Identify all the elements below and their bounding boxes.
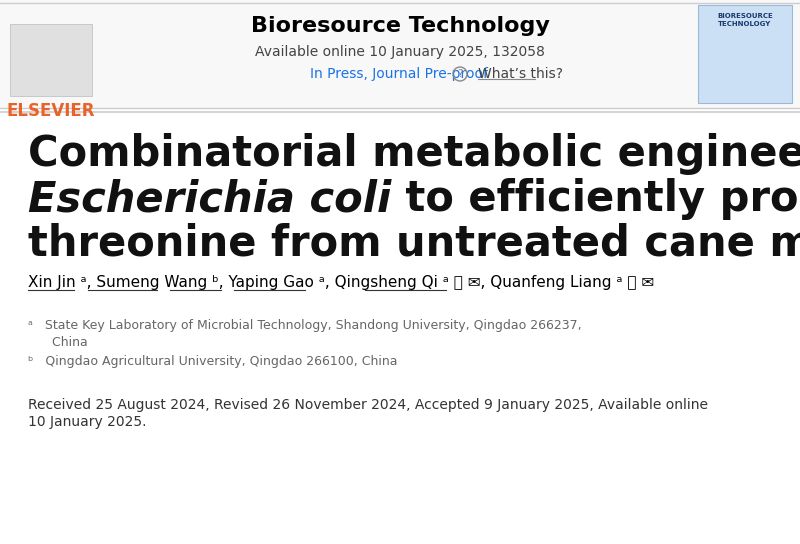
Text: ᵃ   State Key Laboratory of Microbial Technology, Shandong University, Qingdao 2: ᵃ State Key Laboratory of Microbial Tech… bbox=[28, 318, 582, 331]
Text: What’s this?: What’s this? bbox=[478, 67, 563, 81]
Text: ELSEVIER: ELSEVIER bbox=[6, 102, 95, 120]
Text: Escherichia coli: Escherichia coli bbox=[28, 178, 391, 220]
Text: to efficiently produce L-: to efficiently produce L- bbox=[391, 178, 800, 220]
Text: BIORESOURCE
TECHNOLOGY: BIORESOURCE TECHNOLOGY bbox=[717, 13, 773, 27]
Text: Xin Jin ᵃ, Sumeng Wang ᵇ, Yaping Gao ᵃ, Qingsheng Qi ᵃ 👤 ✉, Quanfeng Liang ᵃ 👤 ✉: Xin Jin ᵃ, Sumeng Wang ᵇ, Yaping Gao ᵃ, … bbox=[28, 275, 654, 290]
Bar bbox=[698, 5, 792, 103]
Text: Combinatorial metabolic engineering of: Combinatorial metabolic engineering of bbox=[28, 133, 800, 175]
Text: China: China bbox=[28, 336, 88, 349]
Text: Available online 10 January 2025, 132058: Available online 10 January 2025, 132058 bbox=[255, 45, 545, 59]
Text: In Press, Journal Pre-proof: In Press, Journal Pre-proof bbox=[310, 67, 488, 81]
Bar bbox=[0, 0, 800, 108]
Text: Bioresource Technology: Bioresource Technology bbox=[250, 16, 550, 36]
Bar bbox=[10, 24, 92, 96]
Text: 10 January 2025.: 10 January 2025. bbox=[28, 415, 146, 429]
Text: ᵇ   Qingdao Agricultural University, Qingdao 266100, China: ᵇ Qingdao Agricultural University, Qingd… bbox=[28, 355, 398, 368]
Text: ?: ? bbox=[458, 69, 462, 79]
Text: Received 25 August 2024, Revised 26 November 2024, Accepted 9 January 2025, Avai: Received 25 August 2024, Revised 26 Nove… bbox=[28, 398, 708, 412]
Text: threonine from untreated cane molasses: threonine from untreated cane molasses bbox=[28, 223, 800, 265]
